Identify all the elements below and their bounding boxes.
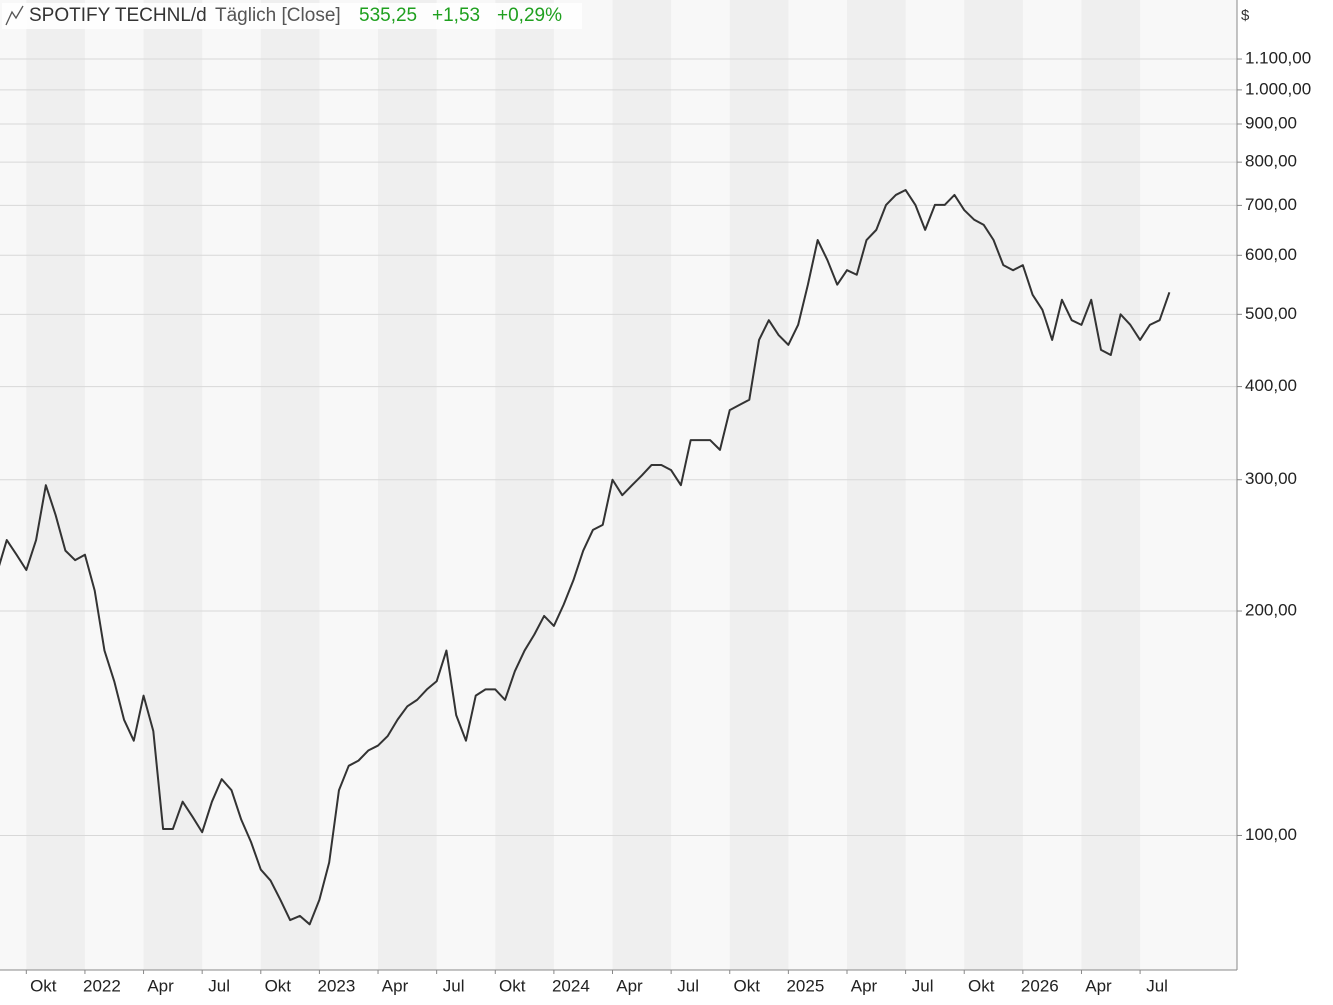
change-percent: +0,29% xyxy=(497,5,562,26)
period-band xyxy=(612,0,672,970)
series xyxy=(0,189,1171,926)
period-band xyxy=(729,0,789,970)
x-tick-label: Jul xyxy=(443,976,465,995)
y-tick-label: 1.100,00 xyxy=(1245,49,1311,68)
chart-title: SPOTIFY TECHNL/d xyxy=(29,5,207,26)
x-tick-label: Jul xyxy=(677,976,699,995)
x-tick-label: Apr xyxy=(616,976,643,995)
x-tick-label: Okt xyxy=(968,976,995,995)
header-background xyxy=(2,3,582,29)
x-tick-label: Okt xyxy=(499,976,526,995)
x-tick-label: Okt xyxy=(734,976,761,995)
y-tick-label: 400,00 xyxy=(1245,376,1297,395)
y-tick-label: 600,00 xyxy=(1245,245,1297,264)
x-tick-label: 2026 xyxy=(1021,976,1059,995)
x-tick-label: 2024 xyxy=(552,976,590,995)
x-tick-label: Jul xyxy=(208,976,230,995)
period-band xyxy=(1081,0,1141,970)
x-tick-label: Apr xyxy=(382,976,409,995)
x-tick-label: Okt xyxy=(265,976,292,995)
change: +1,53 xyxy=(432,5,480,26)
x-tick-label: Apr xyxy=(147,976,174,995)
y-tick-label: 300,00 xyxy=(1245,469,1297,488)
x-tick-label: 2023 xyxy=(317,976,355,995)
x-tick-label: 2025 xyxy=(786,976,824,995)
last-value: 535,25 xyxy=(359,5,417,26)
y-tick-label: 800,00 xyxy=(1245,152,1297,171)
x-tick-label: Okt xyxy=(30,976,57,995)
y-tick-label: 700,00 xyxy=(1245,195,1297,214)
line-icon xyxy=(5,5,24,26)
y-tick-label: 500,00 xyxy=(1245,304,1297,323)
grid xyxy=(0,58,1242,974)
period-band xyxy=(846,0,906,970)
x-tick-label: Apr xyxy=(851,976,878,995)
period-band xyxy=(143,0,203,970)
x-tick-label: 2022 xyxy=(83,976,121,995)
x-tick-label: Jul xyxy=(912,976,934,995)
y-tick-label: 1.000,00 xyxy=(1245,79,1311,98)
period-band xyxy=(378,0,437,970)
y-unit: $ xyxy=(1241,7,1250,24)
x-tick-label: Apr xyxy=(1085,976,1112,995)
period-band xyxy=(26,0,85,970)
x-tick-label: Jul xyxy=(1146,976,1168,995)
price-line xyxy=(0,189,1171,926)
period-band xyxy=(260,0,320,970)
period-band xyxy=(495,0,554,970)
y-tick-label: 100,00 xyxy=(1245,825,1297,844)
y-tick-label: 900,00 xyxy=(1245,113,1297,132)
chart-subtitle: Täglich [Close] xyxy=(215,5,341,26)
y-tick-label: 200,00 xyxy=(1245,601,1297,620)
period-band xyxy=(964,0,1023,970)
